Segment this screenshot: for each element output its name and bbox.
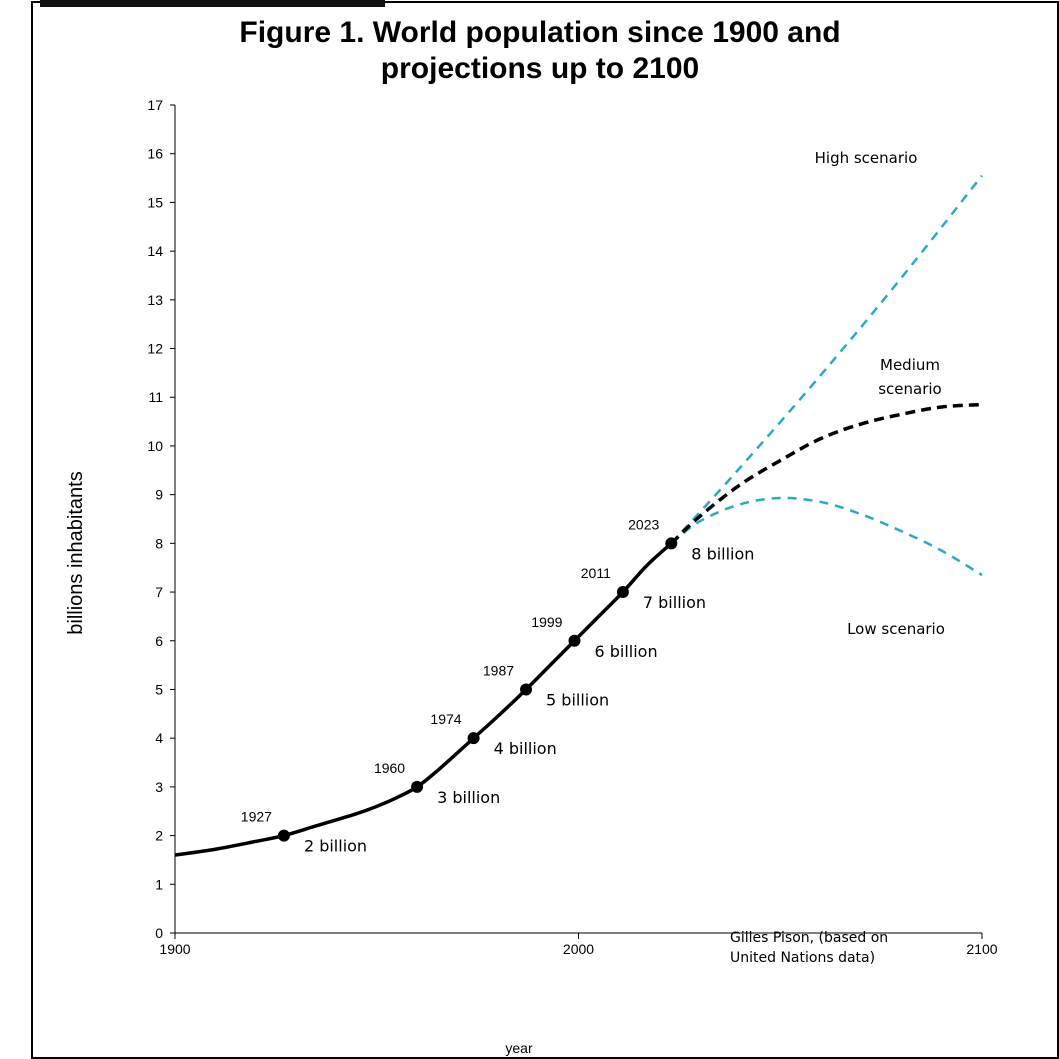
- y-tick-label-15: 15: [147, 194, 163, 210]
- milestone-point-1927: [277, 829, 290, 842]
- source-note-line-2: United Nations data): [730, 950, 875, 966]
- y-tick-label-0: 0: [155, 925, 163, 941]
- milestone-year-label-1927: 1927: [241, 809, 272, 825]
- low-scenario-label: Low scenario: [847, 620, 945, 638]
- milestone-value-label-1927: 2 billion: [304, 837, 367, 856]
- source-note-line-1: Gilles Pison, (based on: [730, 930, 888, 946]
- milestone-year-label-1987: 1987: [483, 662, 514, 678]
- chart-title-line-1: Figure 1. World population since 1900 an…: [239, 16, 840, 49]
- y-tick-label-7: 7: [155, 584, 163, 600]
- milestone-point-2023: [665, 537, 678, 550]
- milestone-year-label-1960: 1960: [374, 760, 405, 776]
- milestone-value-label-1974: 4 billion: [494, 739, 557, 758]
- medium-scenario-line: [670, 402, 983, 545]
- clipped-heading-fragment: [40, 0, 385, 7]
- milestone-point-1999: [568, 634, 581, 647]
- y-tick-label-12: 12: [147, 341, 163, 357]
- y-tick-label-4: 4: [155, 730, 163, 746]
- milestone-value-label-1987: 5 billion: [546, 690, 609, 709]
- milestone-year-label-2011: 2011: [581, 565, 611, 581]
- y-tick-label-2: 2: [155, 828, 163, 844]
- medium-scenario-label-line-1: Medium: [880, 356, 940, 374]
- y-tick-label-3: 3: [155, 779, 163, 795]
- milestone-year-label-1974: 1974: [430, 711, 461, 727]
- y-tick-label-8: 8: [155, 535, 163, 551]
- milestone-year-label-1999: 1999: [531, 614, 562, 630]
- x-tick-label-1900: 1900: [159, 941, 190, 957]
- y-axis-title: billions inhabitants: [65, 471, 87, 634]
- high-scenario-line: [670, 174, 983, 545]
- milestone-point-1960: [411, 780, 424, 793]
- low-scenario-line: [670, 496, 983, 577]
- medium-scenario-label-line-2: scenario: [878, 380, 942, 398]
- milestone-layer: 1927 2 billion 1960 3 billion 1974 4 billion 1…: [241, 516, 755, 855]
- x-tick-label-2100: 2100: [966, 941, 997, 957]
- milestone-point-1987: [520, 683, 533, 696]
- milestone-point-2011: [616, 586, 629, 599]
- figure-frame: [31, 1, 1059, 1059]
- y-tick-label-17: 17: [147, 97, 163, 113]
- milestone-point-1974: [467, 732, 480, 745]
- y-tick-label-14: 14: [147, 243, 163, 259]
- milestone-value-label-1999: 6 billion: [594, 642, 657, 661]
- high-scenario-label: High scenario: [815, 149, 918, 167]
- x-tick-label-2000: 2000: [563, 941, 594, 957]
- y-tick-label-16: 16: [147, 146, 163, 162]
- milestone-value-label-1960: 3 billion: [437, 788, 500, 807]
- y-tick-label-11: 11: [148, 389, 163, 405]
- chart-title-line-2: projections up to 2100: [381, 52, 699, 85]
- milestone-value-label-2011: 7 billion: [643, 593, 706, 612]
- y-tick-label-6: 6: [155, 633, 163, 649]
- y-tick-label-5: 5: [155, 681, 163, 697]
- x-axis-title: year: [505, 1040, 533, 1056]
- series-layer: [174, 174, 983, 857]
- y-tick-label-13: 13: [147, 292, 163, 308]
- milestone-value-label-2023: 8 billion: [691, 544, 754, 563]
- y-tick-label-9: 9: [155, 487, 163, 503]
- milestone-year-label-2023: 2023: [628, 516, 659, 532]
- y-tick-label-10: 10: [147, 438, 163, 454]
- y-tick-label-1: 1: [155, 876, 163, 892]
